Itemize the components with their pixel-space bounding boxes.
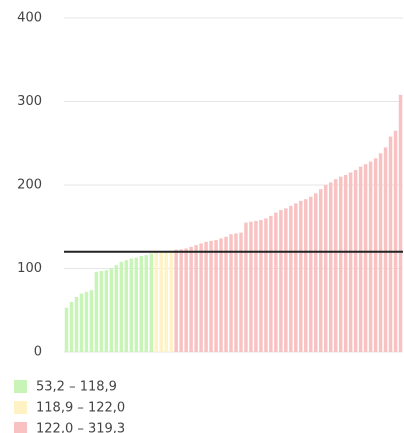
- legend-label: 118,9 – 122,0: [36, 401, 125, 416]
- bar: [304, 199, 308, 352]
- bar: [224, 236, 228, 352]
- bar: [299, 200, 303, 352]
- bar: [154, 252, 158, 352]
- bar: [79, 293, 84, 352]
- bar: [84, 291, 89, 352]
- bar: [184, 248, 188, 352]
- bar: [358, 166, 363, 352]
- bar: [144, 255, 149, 352]
- bar: [139, 255, 144, 352]
- bar: [373, 158, 378, 352]
- bar: [348, 172, 353, 352]
- bar: [119, 261, 124, 352]
- bar: [343, 174, 348, 352]
- bar: [74, 296, 79, 352]
- bar: [244, 222, 248, 352]
- bar: [219, 238, 223, 352]
- bar: [64, 307, 69, 352]
- legend-swatch: [14, 380, 27, 393]
- bar: [269, 215, 273, 352]
- bar: [109, 268, 114, 352]
- bar: [289, 205, 293, 352]
- bar: [388, 136, 393, 352]
- bar: [169, 250, 173, 352]
- bar: [383, 147, 388, 352]
- bar: [328, 182, 333, 352]
- bar: [338, 176, 343, 352]
- bar: [229, 234, 233, 352]
- bar: [159, 251, 163, 352]
- bar: [209, 240, 213, 352]
- bar: [314, 193, 318, 352]
- bar: [94, 271, 99, 352]
- bar: [114, 265, 119, 352]
- bar: [89, 290, 94, 352]
- bar: [274, 212, 278, 352]
- bar: [284, 208, 288, 352]
- bar: [318, 189, 323, 352]
- bar: [164, 251, 168, 352]
- bar: [398, 94, 403, 352]
- bar: [199, 243, 203, 352]
- bar: [323, 185, 328, 352]
- y-tick-label: 200: [17, 178, 42, 193]
- bar: [134, 257, 139, 352]
- bar: [309, 196, 313, 352]
- bar: [179, 249, 183, 352]
- bar: [294, 203, 298, 352]
- bar: [234, 233, 238, 352]
- bar: [353, 169, 358, 352]
- bar: [363, 164, 368, 352]
- legend-swatch: [14, 401, 27, 414]
- y-tick-label: 0: [34, 345, 42, 360]
- bar: [333, 179, 338, 352]
- bar: [214, 240, 218, 352]
- bar: [368, 161, 373, 352]
- y-tick-label: 100: [17, 261, 42, 276]
- legend-label: 53,2 – 118,9: [36, 380, 117, 395]
- bar: [104, 270, 109, 352]
- bar: [249, 221, 253, 352]
- bar: [189, 246, 193, 352]
- bar: [393, 130, 398, 352]
- bar: [129, 258, 134, 352]
- bar: [69, 301, 74, 352]
- bar: [259, 220, 263, 352]
- bar: [239, 232, 243, 352]
- y-tick-label: 300: [17, 94, 42, 109]
- bar: [149, 253, 153, 352]
- bar: [254, 220, 258, 352]
- bar: [174, 249, 178, 352]
- bar: [279, 210, 283, 352]
- bar: [194, 245, 198, 352]
- bar: [99, 271, 104, 352]
- legend-label: 122,0 – 319,3: [36, 422, 125, 433]
- bar: [264, 218, 268, 352]
- bar: [204, 241, 208, 352]
- legend-swatch: [14, 422, 27, 433]
- y-tick-label: 400: [17, 11, 42, 26]
- bar: [124, 260, 129, 352]
